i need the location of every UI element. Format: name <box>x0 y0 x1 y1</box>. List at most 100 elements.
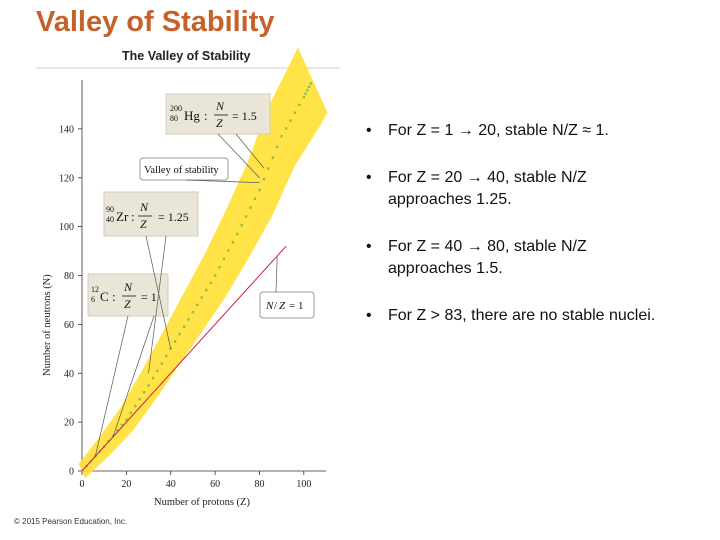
hg-ratio-value: = 1.5 <box>232 109 257 123</box>
stable-nuclide-point <box>307 85 311 89</box>
nz-ratio-numerator: N <box>265 300 274 312</box>
nz-ratio-denominator: Z <box>279 300 286 312</box>
hg-ratio-numerator: N <box>215 99 225 113</box>
bullet-list: • For Z = 1 → 20, stable N/Z ≈ 1. • For Z … <box>366 120 706 352</box>
hg-atomic-number: 80 <box>170 114 178 123</box>
stable-nuclide-point <box>240 223 243 227</box>
y-tick-label: 120 <box>59 173 74 184</box>
c-mass-number: 12 <box>91 285 99 294</box>
stable-nuclide-point <box>125 418 128 421</box>
bullet-marker: • <box>366 307 372 324</box>
stable-nuclide-point <box>213 274 217 277</box>
x-axis-label: Number of protons (Z) <box>154 497 250 508</box>
valley-label-annotation: Valley of stability <box>139 157 229 181</box>
stable-nuclide-point <box>218 265 221 269</box>
hg-ratio-denominator: Z <box>216 116 223 130</box>
zr-annotation: 90 40 Zr : N Z = 1.25 <box>103 191 199 237</box>
stable-nuclide-point <box>191 310 195 314</box>
zr-ratio-value: = 1.25 <box>158 210 189 224</box>
hg-mass-number: 200 <box>170 104 182 113</box>
stable-nuclide-point <box>302 95 306 99</box>
x-tick-label: 20 <box>121 479 131 490</box>
stable-nuclide-point <box>293 111 297 114</box>
y-tick-label: 100 <box>59 222 74 233</box>
bullet-text: For Z > 83, there are no stable nuclei. <box>388 307 656 324</box>
zr-symbol: Zr <box>116 209 129 224</box>
c-colon: : <box>112 289 116 304</box>
y-tick-label: 20 <box>64 418 74 429</box>
stable-nuclide-point <box>178 332 181 336</box>
bullet-text-continued: approaches 1.25. <box>388 191 512 208</box>
stable-nuclide-point <box>160 362 164 365</box>
stable-nuclide-point <box>147 384 150 387</box>
bullet-text: For Z = 40 → 80, stable N/Z <box>388 238 587 255</box>
x-tick-label: 40 <box>166 479 176 490</box>
zr-annotation-box <box>103 191 199 237</box>
stable-nuclide-point <box>253 197 257 200</box>
stable-nuclide-point <box>227 249 230 252</box>
annotation-leader-line <box>185 179 260 183</box>
plot-area: 0 20 40 60 80 100 0 20 40 60 80 100 120 140 <box>59 47 328 490</box>
stable-nuclide-point <box>200 296 203 299</box>
c-atomic-number: 6 <box>91 295 95 304</box>
stable-nuclide-point <box>284 127 288 130</box>
annotation-leader-line <box>145 235 172 349</box>
stable-nuclide-point <box>298 103 301 107</box>
annotation-leader-line <box>112 315 155 437</box>
y-tick-label: 140 <box>59 124 74 135</box>
bullet-item: • For Z = 40 → 80, stable N/Z approaches 1… <box>366 236 706 280</box>
stable-nuclide-point <box>116 429 119 432</box>
stable-nuclide-point <box>196 303 199 307</box>
x-tick-label: 0 <box>80 479 85 490</box>
stable-nuclide-point <box>276 145 279 149</box>
hg-symbol: Hg <box>184 108 200 123</box>
nz-ratio-annotation: N / Z = 1 <box>259 291 315 319</box>
bullet-item: • For Z = 1 → 20, stable N/Z ≈ 1. <box>366 120 706 142</box>
stable-nuclide-point <box>205 288 208 292</box>
c-ratio-value: = 1 <box>141 290 157 304</box>
stable-nuclide-point <box>156 369 159 373</box>
stable-nuclide-point <box>244 215 248 218</box>
chart-title: The Valley of Stability <box>122 49 251 63</box>
valley-label-text: Valley of stability <box>144 165 219 176</box>
stable-nuclide-point <box>142 391 146 394</box>
stable-nuclide-point <box>231 241 235 244</box>
stable-nuclide-point <box>120 423 124 427</box>
stable-nuclide-point <box>165 354 168 358</box>
y-tick-label: 0 <box>69 467 74 478</box>
nz-ratio-box <box>259 291 315 319</box>
x-tick-label: 100 <box>296 479 311 490</box>
slide-title: Valley of Stability <box>36 6 275 38</box>
stable-nuclide-point <box>138 397 141 401</box>
x-tick-label: 60 <box>210 479 220 490</box>
y-tick-label: 40 <box>64 369 74 380</box>
zr-atomic-number: 40 <box>106 215 114 224</box>
bullet-text-continued: approaches 1.5. <box>388 260 503 277</box>
stable-nuclide-point <box>306 89 309 92</box>
stable-nuclide-point <box>236 232 239 236</box>
bullet-text: For Z = 1 → 20, stable N/Z ≈ 1. <box>388 122 609 139</box>
stable-nuclide-point <box>304 92 307 95</box>
bullet-marker: • <box>366 238 372 255</box>
stable-nuclide-point <box>134 404 137 408</box>
stability-band <box>78 47 328 479</box>
stable-nuclide-point <box>129 411 132 415</box>
stable-nuclide-point <box>151 376 155 380</box>
zr-ratio-numerator: N <box>139 200 149 214</box>
stable-nuclide-point <box>267 167 270 170</box>
stable-nuclide-point <box>209 281 212 285</box>
zr-mass-number: 90 <box>106 205 114 214</box>
stable-nuclide-point <box>187 318 190 321</box>
stable-nuclide-point <box>289 119 292 122</box>
stable-nuclide-point <box>271 156 274 159</box>
valley-of-stability-figure: The Valley of Stability 0 20 40 60 80 100 0 20 4… <box>36 44 340 516</box>
hg-colon: : <box>204 108 208 123</box>
stable-nuclide-point <box>222 257 226 261</box>
hg-annotation: 200 80 Hg : N Z = 1.5 <box>165 93 271 135</box>
bullet-marker: • <box>366 122 372 139</box>
stable-nuclide-point <box>258 188 261 192</box>
bullet-text: For Z = 20 → 40, stable N/Z <box>388 169 587 186</box>
nz-ratio-slash: / <box>274 300 278 312</box>
annotation-leader-line <box>275 255 278 293</box>
annotation-leader-line <box>148 235 167 374</box>
